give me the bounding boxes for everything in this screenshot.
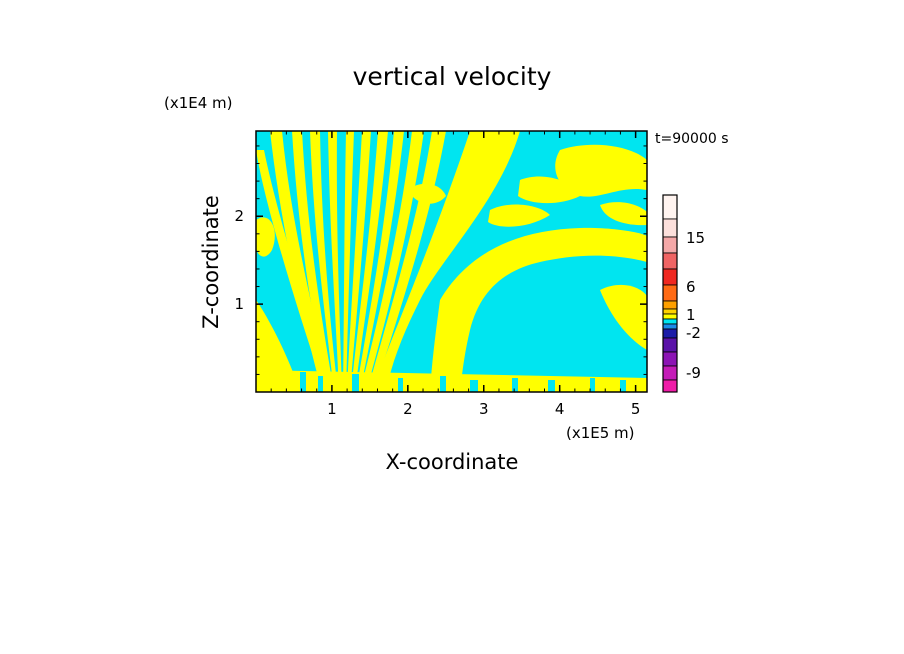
colorbar-label: 15 xyxy=(686,229,705,247)
y-tick-label: 1 xyxy=(234,295,244,313)
colorbar-swatch xyxy=(662,194,678,220)
colorbar-swatch xyxy=(662,379,678,393)
ground-noise xyxy=(300,372,626,392)
colorbar-swatch xyxy=(662,337,678,353)
x-tick-label: 4 xyxy=(555,400,565,418)
time-label: t=90000 s xyxy=(655,131,729,147)
colorbar-swatch xyxy=(662,236,678,254)
colorbar-swatch xyxy=(662,308,678,315)
x-axis: 1 2 3 4 5 xyxy=(270,131,641,418)
y-tick-label: 2 xyxy=(234,207,244,225)
colorbar-swatch xyxy=(662,323,678,330)
x-tick-label: 2 xyxy=(403,400,413,418)
colorbar-swatch xyxy=(662,284,678,302)
colorbar: 15 6 1-2 -9 xyxy=(662,194,705,393)
chart-title: vertical velocity xyxy=(353,62,552,91)
colorbar-label: -2 xyxy=(686,324,701,342)
x-axis-label: X-coordinate xyxy=(386,450,519,474)
colorbar-swatch xyxy=(662,218,678,238)
x-tick-label: 3 xyxy=(479,400,489,418)
x-scale-label: (x1E5 m) xyxy=(566,424,635,442)
y-scale-label: (x1E4 m) xyxy=(164,94,233,112)
y-axis: 12 xyxy=(234,145,647,375)
positive-bands xyxy=(256,131,647,392)
x-tick-label: 5 xyxy=(631,400,641,418)
contour-field xyxy=(256,131,647,392)
colorbar-label: -9 xyxy=(686,364,701,382)
colorbar-swatch xyxy=(662,300,678,310)
colorbar-swatch xyxy=(662,252,678,270)
y-axis-label: Z-coordinate xyxy=(199,195,223,329)
colorbar-swatch xyxy=(662,351,678,367)
plot-frame xyxy=(255,130,648,393)
colorbar-swatch xyxy=(662,318,678,325)
colorbar-swatch xyxy=(662,313,678,320)
x-tick-label: 1 xyxy=(327,400,337,418)
colorbar-swatch xyxy=(662,328,678,339)
colorbar-swatch xyxy=(662,268,678,286)
colorbar-label: 6 xyxy=(686,278,696,296)
colorbar-frame xyxy=(662,194,678,393)
colorbar-label: 1 xyxy=(686,306,696,324)
colorbar-swatch xyxy=(662,365,678,381)
